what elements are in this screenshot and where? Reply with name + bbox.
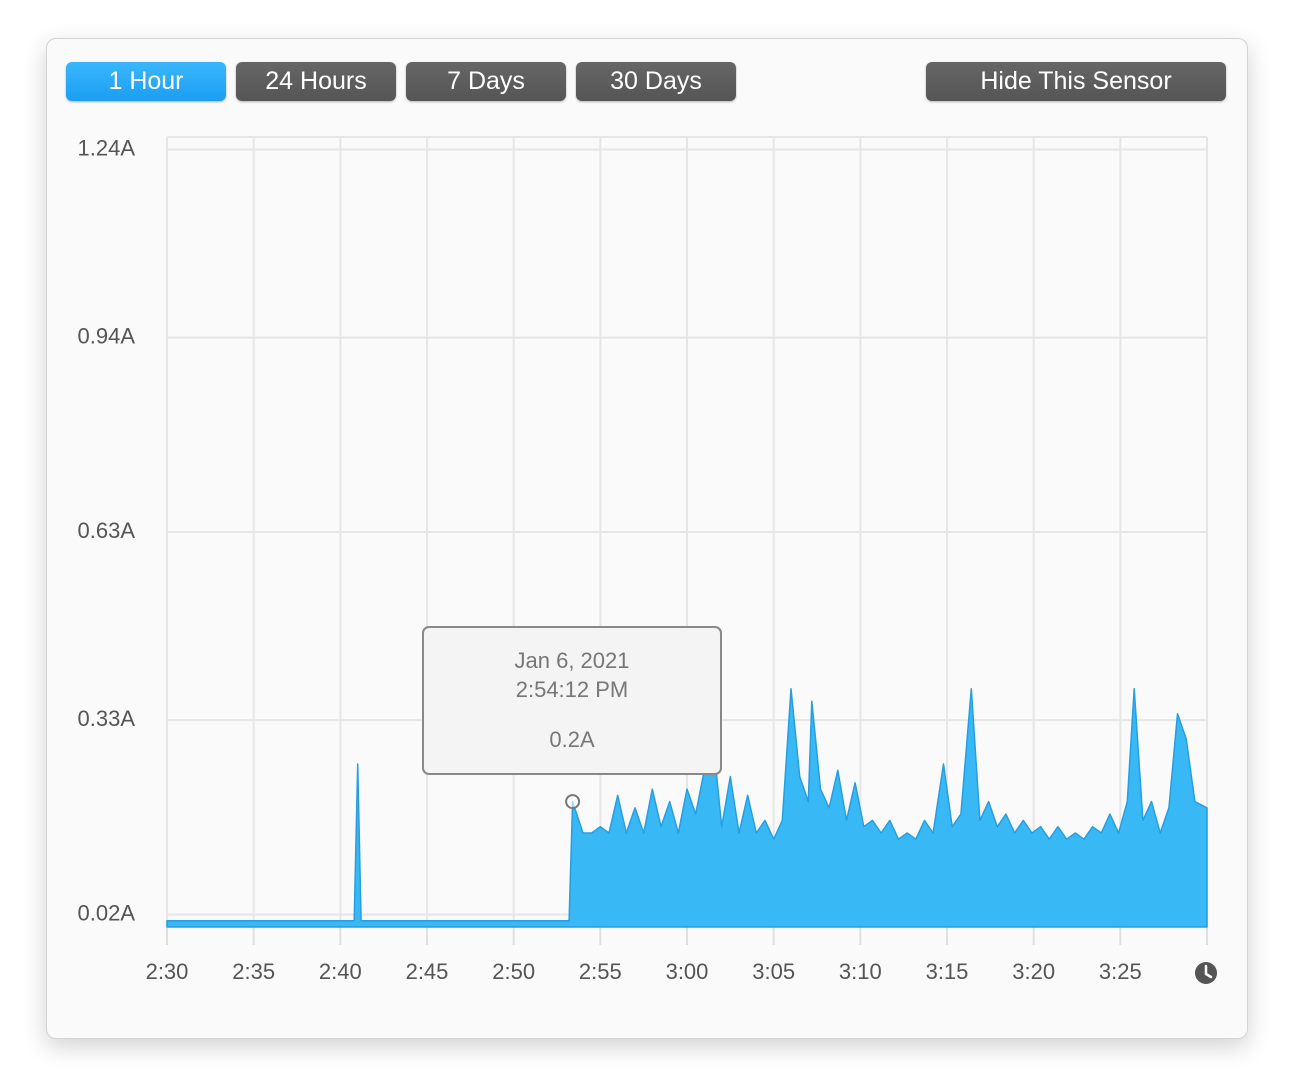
y-tick-label: 0.33A xyxy=(78,706,136,731)
x-tick-label: 2:45 xyxy=(406,959,449,984)
x-tick-label: 3:20 xyxy=(1012,959,1055,984)
x-tick-label: 3:00 xyxy=(666,959,709,984)
range-button[interactable]: 30 Days xyxy=(576,62,736,101)
area xyxy=(166,687,1208,928)
hide-sensor-button[interactable]: Hide This Sensor xyxy=(926,62,1226,101)
tooltip-time: 2:54:12 PM xyxy=(516,677,629,702)
x-tick-label: 2:35 xyxy=(232,959,275,984)
hover-point xyxy=(565,794,581,810)
y-tick-label: 0.02A xyxy=(78,900,136,925)
y-tick-label: 0.63A xyxy=(78,518,136,543)
range-button[interactable]: 24 Hours xyxy=(236,62,396,101)
tooltip-box xyxy=(422,626,722,775)
x-tick-label: 2:30 xyxy=(146,959,189,984)
y-tick-label: 1.24A xyxy=(78,135,136,160)
x-tick-label: 3:15 xyxy=(926,959,969,984)
tooltip: Jan 6, 2021 2:54:12 PM 0.2A xyxy=(422,626,722,775)
x-tick-label: 2:55 xyxy=(579,959,622,984)
range-button[interactable]: 7 Days xyxy=(406,62,566,101)
x-tick-label: 3:25 xyxy=(1099,959,1142,984)
x-tick-label: 2:40 xyxy=(319,959,362,984)
y-tick-label: 0.94A xyxy=(78,323,136,348)
tooltip-date: Jan 6, 2021 xyxy=(515,648,630,673)
clock-icon xyxy=(1195,962,1217,984)
tooltip-value: 0.2A xyxy=(549,727,595,752)
range-button[interactable]: 1 Hour xyxy=(66,62,226,101)
x-tick-label: 3:10 xyxy=(839,959,882,984)
x-tick-label: 3:05 xyxy=(752,959,795,984)
x-tick-label: 2:50 xyxy=(492,959,535,984)
